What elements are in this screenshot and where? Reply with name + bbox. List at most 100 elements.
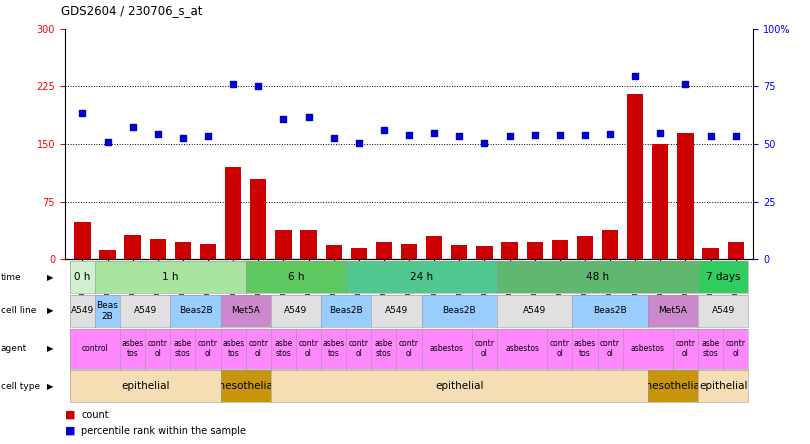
Point [428,129,441,136]
Bar [275,230,292,259]
Text: contr
ol: contr ol [676,339,696,358]
Text: asbes
tos: asbes tos [122,339,143,358]
Point [277,115,290,122]
Text: contr
ol: contr ol [147,339,168,358]
Bar [250,178,266,259]
Bar [552,240,568,259]
Bar [200,244,216,259]
Point [327,135,340,142]
Bar [125,235,141,259]
Text: ■: ■ [65,410,75,420]
Bar [577,236,593,259]
Point [528,131,541,139]
Text: GDS2604 / 230706_s_at: GDS2604 / 230706_s_at [61,4,202,17]
Text: contr
ol: contr ol [726,339,746,358]
Bar [702,248,718,259]
Point [252,83,265,90]
Text: epithelial: epithelial [699,381,748,391]
Text: 0 h: 0 h [75,272,91,282]
Bar [376,242,392,259]
Bar [451,246,467,259]
Bar [75,222,91,259]
Point [227,81,240,88]
Text: asbestos: asbestos [631,344,665,353]
Point [629,73,642,80]
Text: agent: agent [1,344,27,353]
Text: cell line: cell line [1,306,36,315]
Text: cell type: cell type [1,382,40,391]
Point [654,129,667,136]
Point [377,127,390,134]
Text: Met5A: Met5A [232,306,260,315]
Point [679,81,692,88]
Text: percentile rank within the sample: percentile rank within the sample [81,426,246,436]
Text: A549: A549 [70,306,94,315]
Text: ■: ■ [65,426,75,436]
Text: mesothelial: mesothelial [215,381,276,391]
Point [704,133,717,140]
Text: contr
ol: contr ol [198,339,218,358]
Text: 1 h: 1 h [162,272,178,282]
Text: asbestos: asbestos [430,344,464,353]
Text: mesothelial: mesothelial [642,381,703,391]
Text: contr
ol: contr ol [349,339,369,358]
Point [101,138,114,145]
Text: asbestos: asbestos [505,344,539,353]
Point [76,110,89,117]
Point [177,135,190,142]
Text: Beas
2B: Beas 2B [96,301,118,321]
Text: contr
ol: contr ol [600,339,620,358]
Bar [426,236,442,259]
Point [603,131,616,138]
Text: contr
ol: contr ol [299,339,318,358]
Text: asbe
stos: asbe stos [375,339,393,358]
Bar [175,242,191,259]
Text: Beas2B: Beas2B [442,306,476,315]
Text: A549: A549 [134,306,157,315]
Point [503,133,516,140]
Text: A549: A549 [284,306,308,315]
Text: contr
ol: contr ol [550,339,569,358]
Bar [677,133,693,259]
Point [553,131,566,139]
Text: asbe
stos: asbe stos [275,339,292,358]
Text: Beas2B: Beas2B [179,306,212,315]
Text: ▶: ▶ [47,273,53,281]
Text: Met5A: Met5A [659,306,688,315]
Bar [401,244,417,259]
Text: time: time [1,273,21,281]
Bar [602,230,618,259]
Text: asbes
tos: asbes tos [222,339,245,358]
Text: epithelial: epithelial [121,381,169,391]
Point [151,131,164,138]
Point [202,133,215,140]
Text: 7 days: 7 days [706,272,740,282]
Text: A549: A549 [523,306,546,315]
Text: A549: A549 [385,306,408,315]
Point [478,139,491,146]
Point [578,131,591,139]
Bar [476,246,492,259]
Point [453,133,466,140]
Bar [652,144,668,259]
Text: 24 h: 24 h [410,272,433,282]
Bar [150,238,166,259]
Bar [326,246,342,259]
Text: ▶: ▶ [47,306,53,315]
Text: 48 h: 48 h [586,272,609,282]
Bar [727,242,744,259]
Text: Beas2B: Beas2B [593,306,627,315]
Text: control: control [82,344,109,353]
Text: count: count [81,410,109,420]
Text: ▶: ▶ [47,382,53,391]
Point [302,114,315,121]
Text: asbe
stos: asbe stos [701,339,720,358]
Text: contr
ol: contr ol [249,339,268,358]
Bar [526,242,543,259]
Point [729,133,742,140]
Text: asbes
tos: asbes tos [573,339,596,358]
Bar [351,248,367,259]
Bar [225,167,241,259]
Text: asbes
tos: asbes tos [322,339,345,358]
Bar [100,250,116,259]
